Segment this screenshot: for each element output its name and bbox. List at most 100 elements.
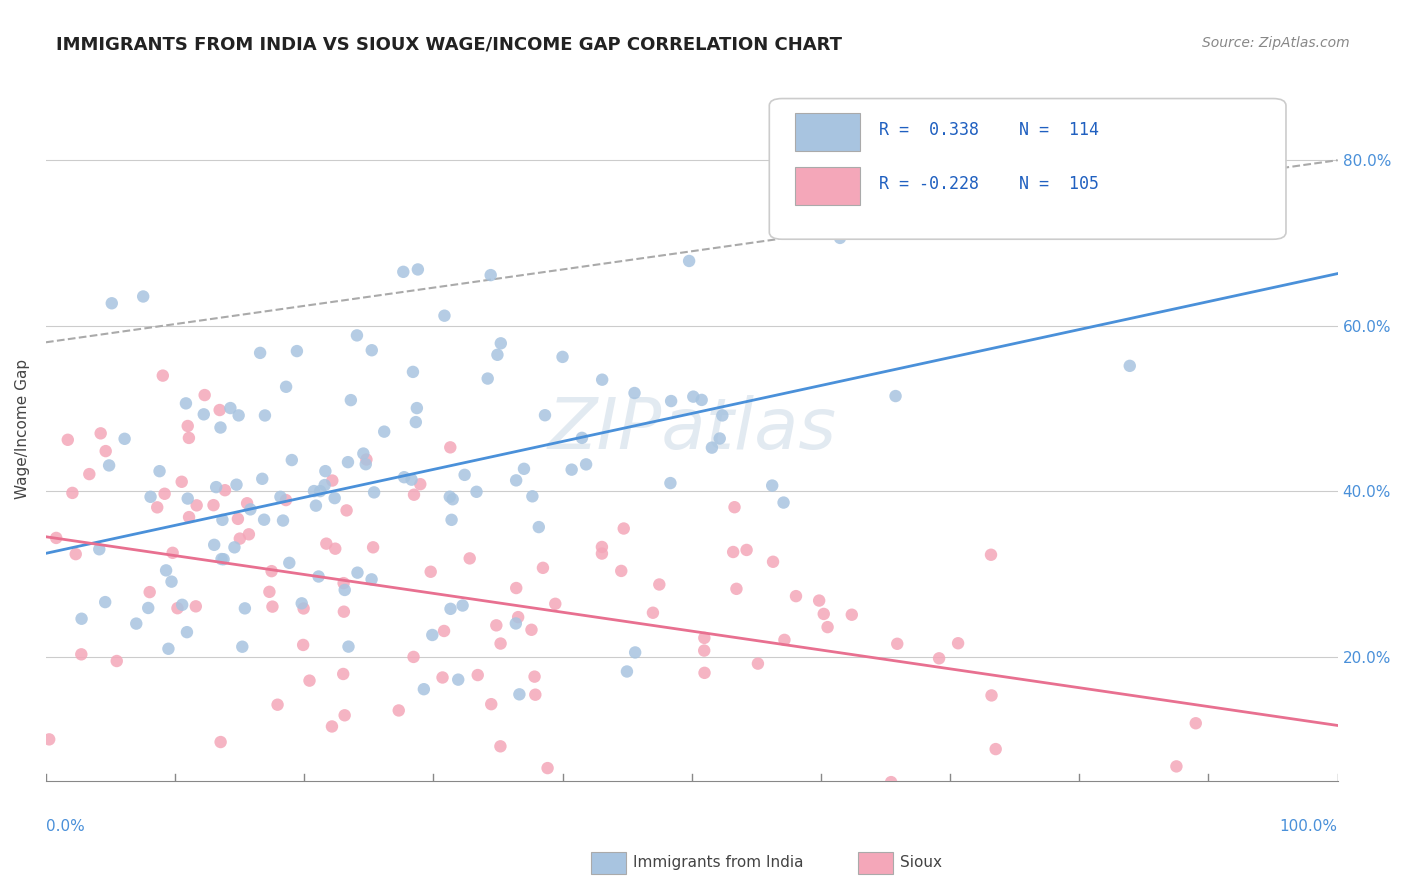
Point	[527, 520, 550, 534]
Point	[292, 638, 315, 652]
Point	[278, 556, 301, 570]
Point	[177, 431, 200, 445]
Point	[405, 401, 427, 415]
Point	[170, 475, 193, 489]
Point	[336, 503, 359, 517]
Point	[412, 682, 434, 697]
Point	[160, 574, 183, 589]
Point	[603, 798, 626, 813]
Point	[321, 719, 343, 733]
Point	[984, 742, 1007, 756]
Point	[880, 775, 903, 789]
Point	[678, 254, 700, 268]
Point	[226, 512, 249, 526]
Point	[305, 499, 328, 513]
Point	[406, 262, 429, 277]
Point	[177, 510, 200, 524]
Point	[522, 489, 544, 503]
Point	[886, 637, 908, 651]
Point	[534, 408, 557, 422]
Point	[323, 541, 346, 556]
Point	[1008, 798, 1031, 813]
Point	[700, 441, 723, 455]
Point	[209, 735, 232, 749]
Text: IMMIGRANTS FROM INDIA VS SIOUX WAGE/INCOME GAP CORRELATION CHART: IMMIGRANTS FROM INDIA VS SIOUX WAGE/INCO…	[56, 36, 842, 54]
Point	[332, 576, 354, 591]
Point	[440, 513, 463, 527]
Point	[315, 536, 337, 550]
Point	[266, 698, 288, 712]
Point	[252, 472, 274, 486]
Point	[90, 426, 112, 441]
Point	[785, 589, 807, 603]
Point	[447, 673, 470, 687]
Point	[762, 555, 785, 569]
Point	[155, 563, 177, 577]
Point	[360, 573, 382, 587]
Point	[98, 458, 121, 473]
Point	[624, 645, 647, 659]
Point	[946, 636, 969, 650]
Point	[138, 585, 160, 599]
Point	[405, 415, 427, 429]
FancyBboxPatch shape	[769, 98, 1286, 239]
Point	[723, 500, 745, 515]
Point	[420, 628, 443, 642]
Point	[162, 546, 184, 560]
Text: 100.0%: 100.0%	[1279, 819, 1337, 834]
Bar	[796, 112, 859, 152]
Point	[505, 581, 527, 595]
Point	[693, 643, 716, 657]
Point	[439, 602, 461, 616]
Point	[253, 513, 276, 527]
Point	[157, 641, 180, 656]
Point	[467, 668, 489, 682]
Point	[392, 265, 415, 279]
Y-axis label: Wage/Income Gap: Wage/Income Gap	[15, 359, 30, 500]
Point	[214, 483, 236, 498]
Point	[772, 495, 794, 509]
Point	[623, 386, 645, 401]
Point	[332, 667, 354, 681]
Point	[458, 551, 481, 566]
Point	[336, 455, 359, 469]
Point	[224, 541, 246, 555]
Point	[508, 610, 530, 624]
Point	[212, 552, 235, 566]
Point	[451, 599, 474, 613]
Point	[613, 522, 636, 536]
Point	[193, 408, 215, 422]
Point	[363, 485, 385, 500]
Point	[114, 432, 136, 446]
Point	[489, 336, 512, 351]
Point	[591, 373, 613, 387]
Point	[238, 527, 260, 541]
Point	[346, 328, 368, 343]
Point	[291, 596, 314, 610]
Point	[945, 798, 967, 813]
Point	[136, 601, 159, 615]
Point	[70, 648, 93, 662]
Point	[94, 444, 117, 458]
Point	[146, 500, 169, 515]
Point	[402, 649, 425, 664]
Point	[314, 464, 336, 478]
Point	[70, 612, 93, 626]
Text: Source: ZipAtlas.com: Source: ZipAtlas.com	[1202, 36, 1350, 50]
Point	[249, 346, 271, 360]
Point	[477, 371, 499, 385]
Point	[561, 463, 583, 477]
Point	[711, 409, 734, 423]
Point	[233, 601, 256, 615]
Point	[641, 606, 664, 620]
Point	[648, 577, 671, 591]
Point	[239, 502, 262, 516]
Point	[513, 462, 536, 476]
Point	[479, 697, 502, 711]
Point	[321, 474, 343, 488]
Point	[308, 569, 330, 583]
Point	[1184, 716, 1206, 731]
Point	[100, 296, 122, 310]
Point	[361, 541, 384, 555]
Point	[616, 665, 638, 679]
